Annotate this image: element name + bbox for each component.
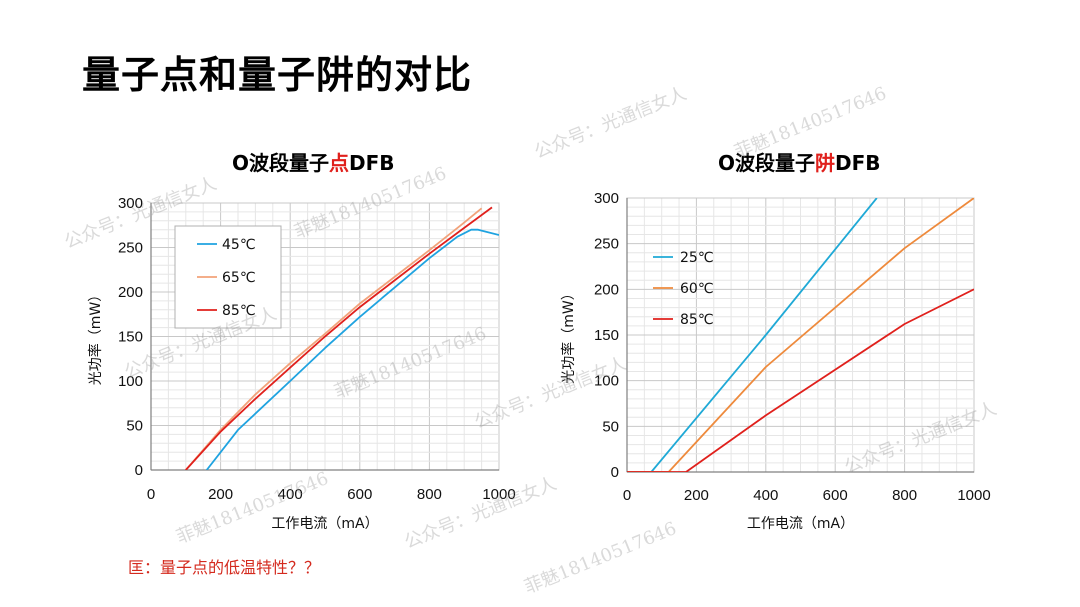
c1-x-tick-label: 200: [684, 487, 709, 504]
c0-x-tick-label: 1000: [482, 486, 515, 503]
c1-y-tick-label: 250: [594, 236, 619, 253]
chart-title-right: O波段量子阱DFB: [718, 147, 881, 176]
c1-y-tick-label: 200: [594, 281, 619, 298]
c0-y-tick-label: 0: [135, 462, 143, 479]
c0-legend-box: [174, 225, 282, 329]
c0-y-tick-label: 100: [118, 373, 143, 390]
c1-x-axis-label: 工作电流（mA）: [747, 516, 854, 532]
slide-title: 量子点和量子阱的对比: [82, 53, 473, 97]
c0-y-tick-label: 200: [118, 284, 143, 301]
c0-legend-label-0: 45℃: [222, 237, 256, 253]
c1-series-2-line: [627, 288, 974, 472]
c0-y-tick-label: 150: [118, 329, 143, 346]
c1-x-tick-label: 0: [623, 487, 631, 504]
c0-x-tick-label: 600: [347, 486, 372, 503]
c1-y-axis-label: 光功率（mW）: [560, 286, 577, 383]
c0-y-tick-label: 300: [118, 195, 143, 212]
chart-title-left-highlight: 点: [329, 151, 350, 175]
c1-grid: [626, 197, 975, 473]
footnote: 匡：量子点的低温特性？？: [128, 558, 321, 577]
c0-x-tick-label: 400: [278, 486, 303, 503]
c0-legend-label-2: 85℃: [222, 303, 256, 319]
c1-legend-label-0: 25℃: [680, 250, 714, 266]
chart-title-left-suffix: DFB: [349, 151, 395, 175]
chart-title-left: O波段量子点DFB: [232, 147, 395, 176]
c1-y-tick-label: 50: [602, 418, 619, 435]
c0-x-axis-label: 工作电流（mA）: [271, 516, 378, 532]
chart-title-right-prefix: O波段量子: [718, 151, 816, 175]
c0-x-tick-label: 0: [147, 486, 155, 503]
c0-x-tick-label: 800: [417, 486, 442, 503]
c1-legend-label-2: 85℃: [680, 312, 714, 328]
c1-series-0-line: [627, 198, 878, 472]
c0-x-tick-label: 200: [208, 486, 233, 503]
c1-y-tick-label: 150: [594, 327, 619, 344]
c0-series-2-line: [185, 206, 493, 470]
c1-legend: 25℃ 60℃ 85℃: [653, 250, 714, 328]
c1-series-1-line: [627, 198, 974, 472]
c1-y-tick-label: 300: [594, 190, 619, 207]
c0-series-0-line: [205, 228, 499, 470]
c1-x-tick-label: 800: [892, 487, 917, 504]
chart-title-right-highlight: 阱: [815, 151, 836, 175]
c0-y-tick-label: 50: [126, 418, 143, 435]
c1-x-tick-label: 1000: [957, 487, 990, 504]
c0-series-1-line: [185, 207, 483, 470]
c1-x-tick-label: 400: [753, 487, 778, 504]
c0-legend: 45℃ 65℃ 85℃: [174, 225, 282, 329]
chart-title-left-prefix: O波段量子: [232, 151, 330, 175]
c0-y-axis-label: 光功率（mW）: [87, 288, 104, 385]
c1-legend-label-1: 60℃: [680, 281, 714, 297]
c0-y-tick-label: 250: [118, 240, 143, 257]
chart-title-right-suffix: DFB: [835, 151, 881, 175]
c1-y-tick-label: 0: [611, 464, 619, 481]
c1-x-tick-label: 600: [823, 487, 848, 504]
c0-legend-label-1: 65℃: [222, 270, 256, 286]
c1-y-tick-label: 100: [594, 373, 619, 390]
